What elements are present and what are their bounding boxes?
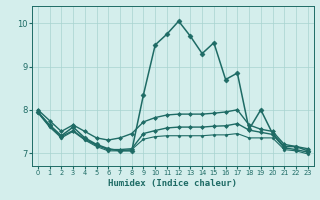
X-axis label: Humidex (Indice chaleur): Humidex (Indice chaleur): [108, 179, 237, 188]
